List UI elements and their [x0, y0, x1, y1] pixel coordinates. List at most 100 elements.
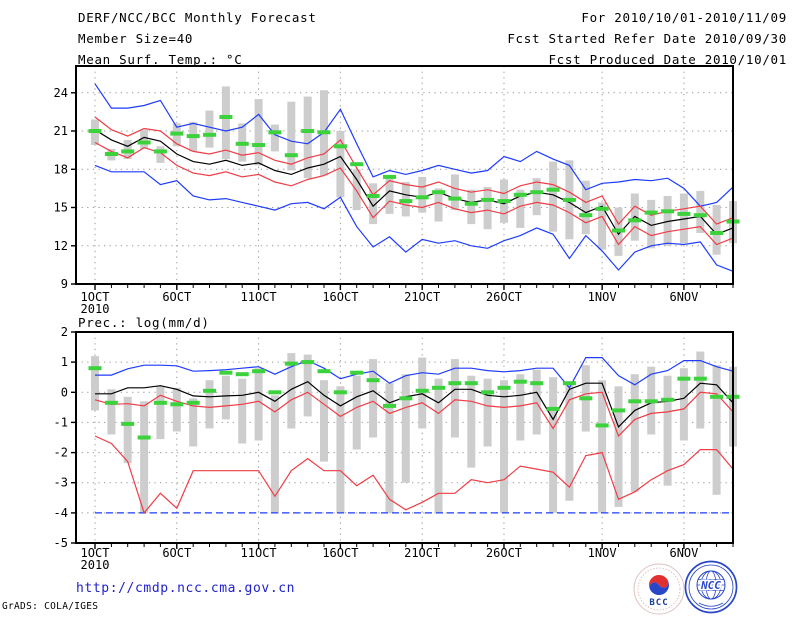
ncc-logo-inner-ring	[688, 564, 734, 610]
obs-dash	[350, 162, 364, 167]
spread-bar	[254, 368, 263, 441]
obs-dash	[186, 400, 200, 405]
obs-dash	[677, 376, 691, 381]
obs-dash	[644, 210, 658, 215]
spread-bar	[549, 161, 558, 232]
obs-dash	[137, 140, 151, 145]
spread-bar	[679, 368, 688, 441]
obs-dash	[644, 399, 658, 404]
obs-dash	[88, 129, 102, 133]
x-tick-label: 21OCT	[404, 546, 440, 560]
spread-bar	[156, 146, 165, 163]
spread-bar	[418, 357, 427, 429]
obs-dash	[88, 366, 102, 371]
obs-dash	[268, 130, 282, 135]
spread-bar	[696, 351, 705, 429]
obs-dash	[219, 115, 233, 119]
obs-dash	[612, 228, 625, 233]
spread-bar	[385, 383, 394, 513]
x-tick-label: 6OCT	[162, 546, 191, 560]
spread-bar	[696, 190, 705, 233]
spread-bar	[450, 174, 459, 211]
spread-bar	[516, 374, 525, 441]
spread-bar	[352, 375, 361, 450]
obs-dash	[710, 231, 724, 235]
obs-dash	[595, 206, 609, 211]
spread-bar	[450, 359, 459, 438]
spread-bar	[598, 380, 607, 513]
obs-dash	[415, 195, 429, 200]
spread-bar	[418, 176, 427, 213]
spread-bar	[303, 96, 312, 179]
obs-dash	[415, 388, 429, 393]
spread-bar	[630, 374, 639, 492]
y-tick-label: 18	[54, 162, 68, 176]
spread-bar	[369, 359, 378, 438]
obs-dash	[252, 369, 266, 374]
x-tick-label: 26OCT	[486, 290, 522, 304]
obs-dash	[448, 196, 462, 201]
ncc-logo: NCC	[684, 560, 738, 614]
ncc-logo-label: NCC	[700, 579, 721, 592]
obs-dash	[612, 408, 625, 413]
obs-dash	[710, 394, 724, 399]
spread-bar	[679, 193, 688, 244]
spread-bar	[287, 101, 296, 171]
obs-dash	[579, 213, 593, 218]
spread-bar	[221, 375, 230, 420]
ncc-globe-icon	[696, 570, 726, 607]
bcc-swirl-icon	[649, 575, 669, 595]
spread-bar	[205, 110, 214, 148]
x-tick-label: 16OCT	[322, 290, 358, 304]
x-tick-label: 16OCT	[322, 546, 358, 560]
spread-bar	[467, 189, 476, 225]
obs-dash	[104, 400, 118, 405]
spread-bar	[91, 356, 99, 411]
temp-axis-title: Mean Surf. Temp.: °C	[78, 52, 243, 67]
y-tick-label: -3	[54, 476, 68, 490]
ncc-logo-outer-ring	[684, 560, 738, 614]
y-tick-label: 9	[61, 277, 68, 291]
obs-dash	[203, 132, 216, 137]
spread-bar	[647, 199, 656, 249]
obs-dash	[366, 378, 380, 383]
x-tick-label: 1OCT	[81, 290, 110, 304]
bcc-logo-label: BCC	[649, 598, 668, 608]
obs-dash	[301, 129, 315, 133]
plot-frame	[75, 331, 734, 544]
member-size-label: Member Size=40	[78, 31, 194, 46]
obs-dash	[284, 361, 298, 366]
obs-dash	[219, 370, 233, 375]
x-tick-label: 6NOV	[669, 290, 698, 304]
spread-bar	[123, 396, 132, 464]
spread-bar	[238, 378, 247, 444]
spread-bar	[205, 380, 214, 429]
y-tick-label: 0	[61, 385, 68, 399]
obs-dash	[137, 435, 151, 440]
spread-bar	[140, 129, 149, 149]
obs-dash	[693, 213, 707, 218]
series-blue-upper-max	[95, 357, 734, 389]
obs-dash	[333, 144, 347, 149]
spread-bar	[336, 386, 345, 513]
obs-dash	[284, 153, 298, 158]
fcst-produced-date-label: Fcst Produced Date 2010/10/01	[548, 52, 787, 67]
x-tick-label: 21OCT	[404, 290, 440, 304]
obs-dash	[661, 209, 675, 214]
spread-bar	[172, 387, 181, 432]
obs-dash	[153, 400, 167, 405]
spread-bar	[663, 375, 672, 486]
spread-bar	[712, 365, 721, 495]
obs-dash	[350, 370, 364, 375]
obs-dash	[661, 397, 675, 402]
page-title: DERF/NCC/BCC Monthly Forecast	[78, 10, 317, 25]
spread-bar	[303, 354, 312, 417]
spread-bar	[532, 178, 541, 216]
obs-dash	[399, 396, 413, 401]
obs-dash	[333, 390, 347, 395]
spread-bar	[287, 353, 296, 429]
spread-bar	[467, 375, 476, 468]
y-tick-label: -2	[54, 446, 68, 460]
x-tick-label: 1NOV	[588, 290, 617, 304]
